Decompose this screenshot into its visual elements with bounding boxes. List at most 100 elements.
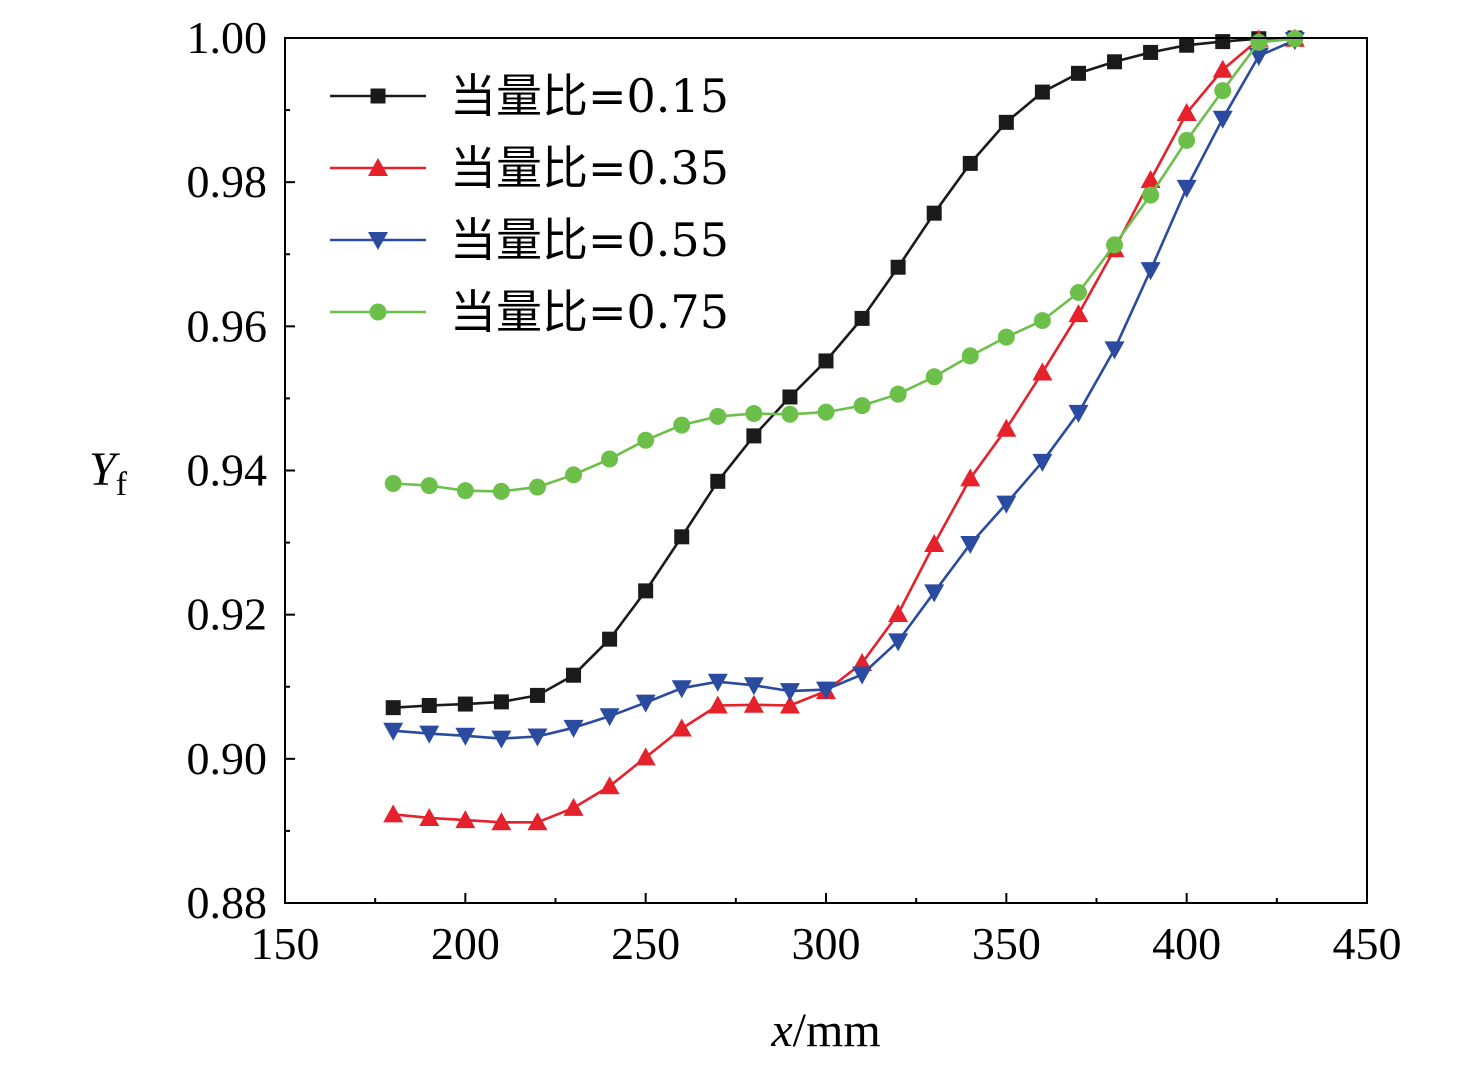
series-3-point <box>635 694 656 713</box>
y-tick-label: 0.92 <box>187 589 268 640</box>
series-3-point <box>1068 404 1089 423</box>
series-3-point <box>383 722 404 741</box>
series-4-point <box>1178 131 1196 149</box>
series-2-point <box>707 695 728 714</box>
x-tick-label: 200 <box>431 918 500 969</box>
legend-marker <box>370 88 386 104</box>
series-4-point <box>528 478 546 496</box>
series-4-point <box>673 416 691 434</box>
series-4-point <box>781 405 799 423</box>
legend-item-4: 当量比=0.75 <box>330 285 729 339</box>
legend-marker <box>368 158 388 176</box>
y-axis-title: Yf <box>89 443 128 503</box>
series-4-point <box>997 328 1015 346</box>
series-3-point <box>1212 110 1233 129</box>
series-2-point <box>779 695 800 714</box>
series-3-point <box>671 680 692 699</box>
series-1-point <box>638 583 654 599</box>
series-1-line <box>393 36 1295 709</box>
series-4-point <box>456 482 474 500</box>
series-1-point <box>818 353 834 369</box>
series-4-point <box>853 397 871 415</box>
y-tick-label: 0.90 <box>187 733 268 784</box>
y-tick-label: 0.94 <box>187 445 268 496</box>
series-2-point <box>599 776 620 795</box>
series-2-point <box>527 812 548 831</box>
series-4-point <box>1214 82 1232 100</box>
x-axis-title: x/mm <box>770 1004 880 1057</box>
series-3-point <box>743 677 764 696</box>
series-3-point <box>1104 341 1125 360</box>
series-4-point <box>420 477 438 495</box>
legend-marker <box>369 303 387 321</box>
series-4-point <box>817 403 835 421</box>
x-axis-unit: /mm <box>793 1004 881 1057</box>
series-3-point <box>455 727 476 746</box>
legend-marker <box>368 232 388 250</box>
series-3-point <box>888 633 909 652</box>
series-3-point <box>419 725 440 744</box>
plot-area <box>383 28 1305 831</box>
series-4-point <box>1033 312 1051 330</box>
series-4-point <box>637 431 655 449</box>
series-2-point <box>455 810 476 829</box>
series-2-point <box>1176 102 1197 121</box>
series-3-point <box>852 666 873 685</box>
series-2-point <box>996 418 1017 437</box>
series-1 <box>385 30 1303 716</box>
series-3-point <box>599 708 620 727</box>
series-4-point <box>492 482 510 500</box>
x-tick-label: 450 <box>1333 918 1402 969</box>
y-axis-subscript: f <box>116 466 128 503</box>
series-3-point <box>1248 48 1269 67</box>
series-1-point <box>998 114 1014 130</box>
series-1-point <box>385 700 401 716</box>
series-4-point <box>1142 186 1160 204</box>
series-2-point <box>1068 304 1089 323</box>
series-3-point <box>924 584 945 603</box>
series-1-point <box>782 389 798 405</box>
x-tick-label: 150 <box>251 918 320 969</box>
series-1-point <box>1179 37 1195 53</box>
series-3-point <box>1176 179 1197 198</box>
series-1-point <box>890 259 906 275</box>
series-1-point <box>602 631 618 647</box>
legend-label: 当量比=0.35 <box>450 141 729 195</box>
series-3-point <box>1140 262 1161 281</box>
y-axis-var: Y <box>89 443 120 496</box>
series-3 <box>383 32 1305 749</box>
series-1-point <box>1070 65 1086 81</box>
x-tick-label: 400 <box>1152 918 1221 969</box>
series-1-point <box>962 155 978 171</box>
series-1-point <box>1215 34 1231 50</box>
series-1-point <box>566 667 582 683</box>
series-2-point <box>1212 59 1233 78</box>
y-tick-label: 0.96 <box>187 300 268 351</box>
series-4-point <box>1106 236 1124 254</box>
legend-item-1: 当量比=0.15 <box>330 69 729 123</box>
series-4-point <box>925 368 943 386</box>
series-4-point <box>961 347 979 365</box>
series-4-point <box>889 385 907 403</box>
x-tick-label: 250 <box>611 918 680 969</box>
series-1-point <box>674 529 690 545</box>
series-2-point <box>888 603 909 622</box>
series-1-point <box>854 310 870 326</box>
series-1-point <box>457 696 473 712</box>
y-tick-label: 0.88 <box>187 877 268 928</box>
series-1-point <box>493 694 509 710</box>
series-3-point <box>707 673 728 692</box>
series-2-point <box>383 804 404 823</box>
y-tick-label: 1.00 <box>187 12 268 63</box>
series-4-point <box>745 405 763 423</box>
plot-frame <box>284 37 1368 904</box>
series-1-point <box>1034 84 1050 100</box>
series-2-point <box>419 807 440 826</box>
series-2-point <box>924 534 945 553</box>
series-4-point <box>709 407 727 425</box>
series-4 <box>384 30 1304 500</box>
series-1-point <box>746 428 762 444</box>
series-4-point <box>1250 33 1268 51</box>
legend-item-3: 当量比=0.55 <box>330 213 729 267</box>
